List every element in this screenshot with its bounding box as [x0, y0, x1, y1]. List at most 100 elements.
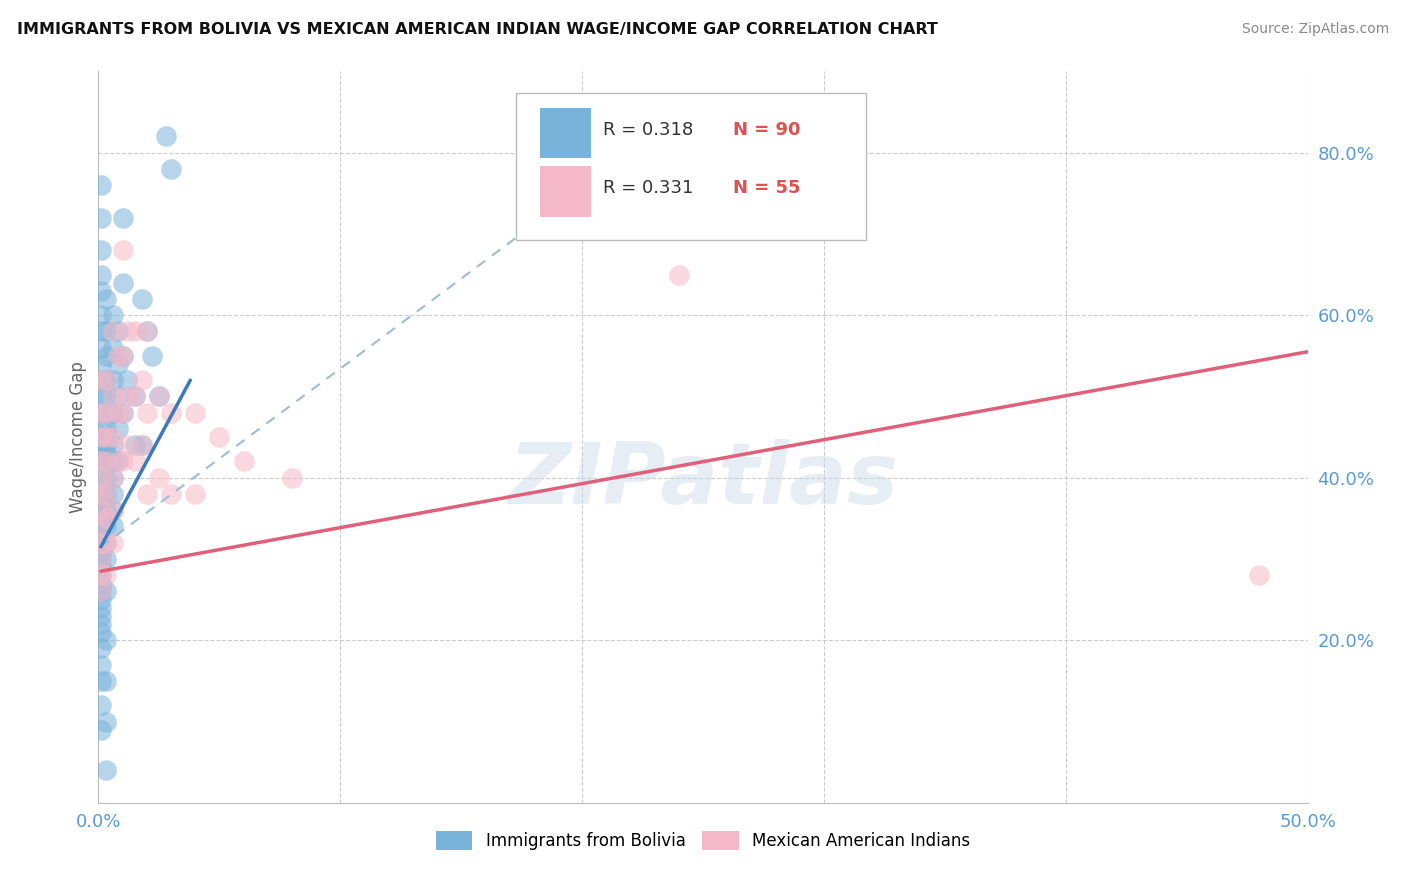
Point	[101, 373, 124, 387]
Point	[90, 673, 112, 688]
Point	[148, 389, 170, 403]
Point	[101, 325, 124, 339]
Point	[94, 535, 117, 549]
Point	[111, 276, 134, 290]
Point	[117, 438, 139, 452]
Point	[90, 373, 112, 387]
Point	[90, 487, 112, 501]
Text: IMMIGRANTS FROM BOLIVIA VS MEXICAN AMERICAN INDIAN WAGE/INCOME GAP CORRELATION C: IMMIGRANTS FROM BOLIVIA VS MEXICAN AMERI…	[17, 22, 938, 37]
Point	[208, 430, 231, 444]
Point	[90, 527, 112, 541]
Point	[131, 292, 153, 306]
Point	[184, 487, 207, 501]
Point	[148, 389, 170, 403]
Point	[117, 389, 139, 403]
Point	[160, 487, 183, 501]
Point	[101, 438, 124, 452]
Point	[107, 454, 129, 468]
Point	[90, 430, 112, 444]
Point	[101, 487, 124, 501]
Point	[90, 389, 112, 403]
Point	[94, 714, 117, 729]
Point	[1249, 568, 1271, 582]
Point	[90, 608, 112, 623]
Point	[90, 698, 112, 713]
Text: R = 0.331: R = 0.331	[603, 179, 693, 197]
Point	[94, 633, 117, 648]
Point	[135, 325, 157, 339]
Point	[90, 511, 112, 525]
Point	[101, 535, 124, 549]
Point	[141, 349, 163, 363]
Point	[90, 625, 112, 640]
Point	[94, 292, 117, 306]
Point	[94, 454, 117, 468]
Y-axis label: Wage/Income Gap: Wage/Income Gap	[69, 361, 87, 513]
Point	[94, 487, 117, 501]
Point	[94, 389, 117, 403]
Point	[124, 325, 146, 339]
Point	[155, 129, 177, 144]
Point	[90, 568, 112, 582]
Point	[111, 454, 134, 468]
Point	[94, 406, 117, 420]
Point	[135, 325, 157, 339]
Text: Source: ZipAtlas.com: Source: ZipAtlas.com	[1241, 22, 1389, 37]
Point	[90, 446, 112, 460]
Point	[101, 406, 124, 420]
Point	[90, 552, 112, 566]
Point	[94, 503, 117, 517]
FancyBboxPatch shape	[516, 94, 866, 240]
Point	[107, 349, 129, 363]
Point	[90, 519, 112, 533]
Point	[94, 446, 117, 460]
Point	[90, 268, 112, 282]
Point	[90, 560, 112, 574]
Point	[90, 552, 112, 566]
Point	[101, 471, 124, 485]
Point	[90, 471, 112, 485]
Point	[111, 211, 134, 225]
Point	[94, 535, 117, 549]
Point	[111, 349, 134, 363]
Point	[117, 325, 139, 339]
Point	[107, 357, 129, 371]
Point	[94, 406, 117, 420]
Point	[111, 349, 134, 363]
Text: R = 0.318: R = 0.318	[603, 121, 693, 139]
Point	[90, 503, 112, 517]
Point	[90, 584, 112, 599]
Point	[94, 673, 117, 688]
Point	[101, 503, 124, 517]
Point	[94, 373, 117, 387]
Point	[124, 389, 146, 403]
Point	[135, 487, 157, 501]
FancyBboxPatch shape	[540, 108, 591, 159]
Point	[90, 503, 112, 517]
Point	[90, 723, 112, 737]
Point	[90, 422, 112, 436]
Point	[184, 406, 207, 420]
Point	[94, 349, 117, 363]
Point	[90, 487, 112, 501]
Point	[131, 438, 153, 452]
Point	[111, 406, 134, 420]
Point	[94, 552, 117, 566]
Point	[90, 495, 112, 509]
Point	[124, 389, 146, 403]
Point	[90, 535, 112, 549]
Point	[90, 519, 112, 533]
Point	[101, 389, 124, 403]
Point	[101, 308, 124, 322]
Text: N = 90: N = 90	[734, 121, 801, 139]
Point	[160, 161, 183, 176]
Point	[90, 576, 112, 591]
Point	[232, 454, 254, 468]
Point	[94, 584, 117, 599]
Point	[90, 178, 112, 193]
Point	[124, 438, 146, 452]
Point	[101, 519, 124, 533]
Point	[90, 373, 112, 387]
Point	[117, 373, 139, 387]
Point	[90, 471, 112, 485]
